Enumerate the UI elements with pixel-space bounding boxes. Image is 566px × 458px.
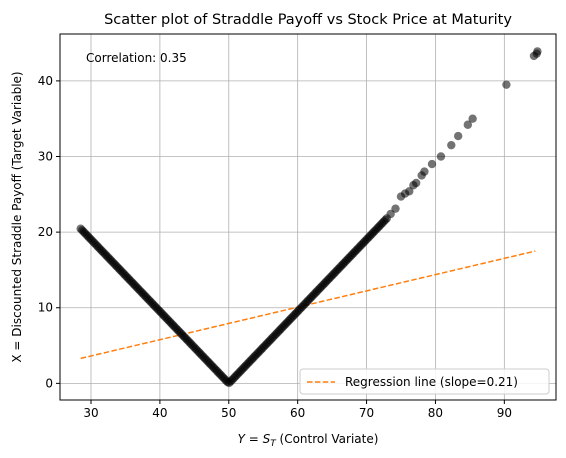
plot-frame xyxy=(59,33,557,401)
x-tick-label: 60 xyxy=(290,406,305,420)
data-point xyxy=(427,159,437,169)
y-tick-label: 20 xyxy=(38,225,53,239)
x-tick-label: 30 xyxy=(83,406,98,420)
chart-title: Scatter plot of Straddle Payoff vs Stock… xyxy=(104,12,512,28)
data-point xyxy=(436,152,446,161)
grid-lines xyxy=(60,34,556,400)
x-tick-label: 90 xyxy=(497,406,512,420)
x-tick-label: 70 xyxy=(359,406,374,420)
data-point xyxy=(405,187,414,196)
scatter-points xyxy=(76,47,542,388)
y-axis-label: X = Discounted Straddle Payoff (Target V… xyxy=(10,71,24,362)
legend-box xyxy=(299,368,550,395)
y-tick-label: 10 xyxy=(38,301,53,315)
legend-regression-label: Regression line (slope=0.21) xyxy=(345,375,518,389)
correlation-annotation: Correlation: 0.35 xyxy=(86,51,187,65)
y-axis-ticks: 0 10 20 30 40 xyxy=(38,74,60,390)
data-point xyxy=(420,167,429,176)
data-point xyxy=(463,120,473,129)
data-point xyxy=(447,140,456,150)
y-tick-label: 40 xyxy=(38,74,53,88)
x-axis-label-sub: T xyxy=(270,439,277,449)
x-tick-label: 80 xyxy=(428,406,443,420)
data-point xyxy=(391,204,400,213)
x-axis-label-main: Y = S xyxy=(238,432,271,446)
data-point xyxy=(502,80,511,89)
x-axis-label: Y = ST (Control Variate) xyxy=(238,432,379,449)
y-tick-label: 30 xyxy=(38,150,53,164)
data-point xyxy=(453,131,463,141)
data-point xyxy=(532,49,541,58)
x-tick-label: 40 xyxy=(152,406,167,420)
y-tick-label: 0 xyxy=(45,376,53,390)
legend: Regression line (slope=0.21) xyxy=(299,368,550,395)
data-point xyxy=(468,114,477,123)
x-tick-label: 50 xyxy=(221,406,236,420)
x-axis-ticks: 30 40 50 60 70 80 90 xyxy=(83,400,512,420)
x-axis-label-rest: (Control Variate) xyxy=(276,432,379,446)
data-point xyxy=(411,178,421,188)
